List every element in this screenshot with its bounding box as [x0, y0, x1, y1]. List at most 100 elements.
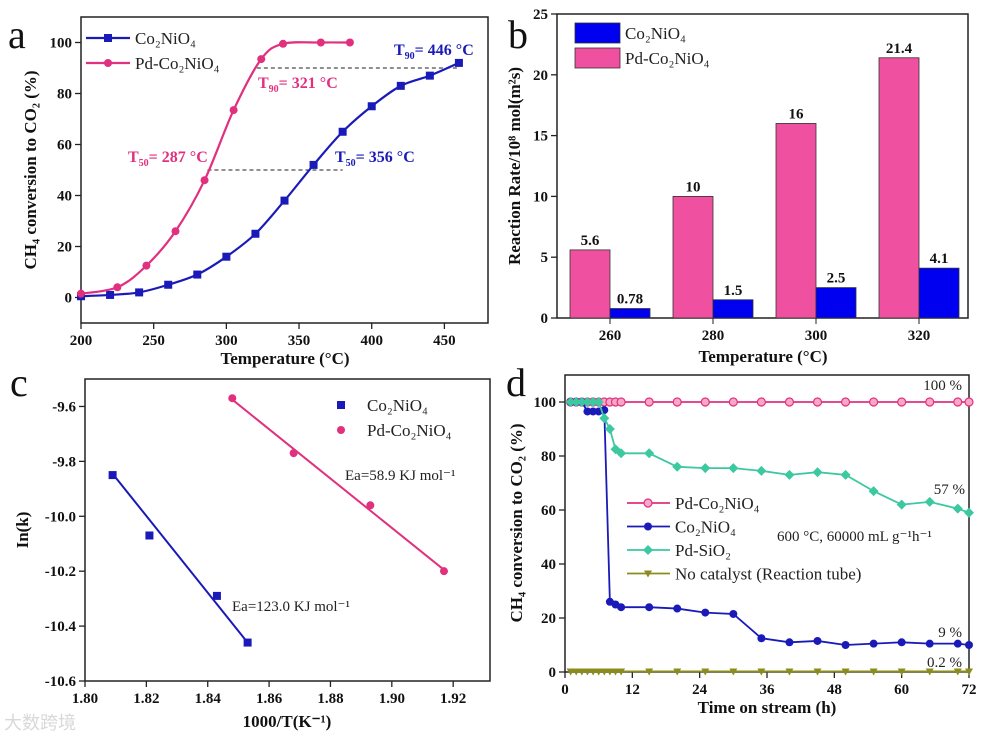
data-point: [113, 283, 122, 292]
panel-c-xlabel: 1000/T(K⁻¹): [243, 712, 332, 731]
data-point: [925, 668, 934, 676]
panel-a-xtick-label: 200: [70, 333, 93, 349]
legend-label: Pd-Co₂NiO₄: [675, 494, 760, 513]
legend-label: Pd-SiO₂: [675, 541, 731, 560]
legend-swatch: [574, 47, 621, 69]
data-point: [701, 668, 710, 676]
fit-line: [111, 473, 249, 644]
data-point: [367, 102, 376, 111]
legend-label: Co₂NiO₄: [367, 396, 428, 415]
data-point: [965, 641, 973, 649]
panel-a-plot-frame: [80, 16, 489, 324]
data-point: [600, 668, 609, 676]
panel-a-ylabel: CH₄ conversion to CO₂ (%): [21, 70, 40, 269]
panel-d-ytick-label: 20: [541, 611, 556, 627]
legend-marker: [643, 498, 653, 508]
data-point: [925, 397, 935, 407]
bar: [609, 308, 651, 319]
data-point: [729, 668, 738, 676]
data-point: [171, 227, 180, 236]
data-point: [200, 176, 209, 185]
data-point: [965, 668, 973, 676]
data-point: [589, 668, 598, 676]
data-point: [841, 668, 850, 676]
data-point: [142, 261, 151, 270]
data-point: [869, 397, 879, 407]
bar-value-label: 1.5: [724, 283, 743, 299]
panel-b-xtick-label: 300: [805, 328, 828, 344]
panel-b-plot-frame: [556, 13, 969, 319]
data-point: [228, 394, 237, 403]
data-point: [964, 507, 974, 518]
data-point: [644, 397, 654, 407]
panel-c-xtick-label: 1.90: [379, 691, 405, 707]
panel-d-ylabel: CH₄ conversion to CO₂ (%): [507, 423, 526, 622]
data-point: [840, 469, 851, 480]
data-point: [841, 641, 850, 649]
panel-c-xtick-label: 1.92: [440, 691, 466, 707]
series-end-label: 100 %: [923, 378, 962, 394]
legend-label: Co₂NiO₄: [135, 29, 196, 48]
panel-c-ytick-label: -10.4: [45, 619, 77, 635]
data-point: [757, 634, 766, 643]
panel-b-xlabel: Temperature (°C): [698, 347, 827, 366]
panel-a-ytick-label: 0: [65, 291, 73, 307]
panel-c-ytick-label: -9.6: [52, 399, 76, 415]
series-end-label: 9 %: [938, 625, 962, 641]
data-point: [396, 81, 405, 90]
data-point: [869, 639, 878, 648]
panel-b-xtick-label: 320: [908, 328, 931, 344]
data-point: [229, 106, 238, 115]
data-point: [280, 196, 289, 205]
data-point: [896, 499, 907, 510]
panel-a-ytick-label: 40: [57, 189, 72, 205]
bar: [878, 57, 920, 319]
panel-d-xtick-label: 0: [561, 682, 569, 698]
data-point: [605, 668, 614, 676]
panel-d-ytick-label: 0: [549, 665, 557, 681]
data-point: [164, 280, 173, 289]
data-point: [593, 397, 604, 407]
data-point: [583, 668, 592, 676]
annotation-pd-t50: T50= 287 °C: [128, 149, 208, 169]
data-point: [135, 288, 144, 297]
data-point: [756, 397, 766, 407]
data-point: [868, 486, 879, 497]
data-point: [617, 603, 626, 612]
panel-b-ylabel: Reaction Rate/10⁸ mol(m²s): [505, 67, 524, 265]
data-point: [953, 639, 962, 648]
data-point: [338, 127, 347, 136]
panel-c-xtick-label: 1.80: [72, 691, 98, 707]
bar: [712, 299, 754, 319]
panel-c-xtick-label: 1.82: [133, 691, 159, 707]
bar-value-label: 10: [686, 179, 701, 195]
panel-a-ytick-label: 100: [50, 36, 73, 52]
data-point: [756, 465, 767, 476]
legend-marker: [337, 401, 345, 409]
panel-a-xtick-label: 400: [360, 333, 383, 349]
data-point: [897, 638, 906, 647]
panel-a-ytick-label: 20: [57, 240, 72, 256]
data-point: [243, 638, 252, 647]
legend-marker: [643, 545, 653, 555]
data-point: [897, 668, 906, 676]
legend-marker: [644, 570, 652, 578]
legend-marker: [644, 522, 652, 531]
data-point: [785, 638, 794, 647]
data-point: [616, 448, 627, 459]
bar-value-label: 21.4: [886, 41, 913, 57]
panel-d-xtick-label: 24: [692, 682, 708, 698]
legend-label: Pd-Co₂NiO₄: [367, 421, 452, 440]
panel-label-a: a: [8, 12, 26, 57]
panel-label-d: d: [506, 360, 526, 405]
data-point: [616, 397, 626, 407]
data-point: [700, 397, 710, 407]
bar: [672, 195, 714, 319]
annotation-co-t50: T50= 356 °C: [335, 149, 415, 169]
panel-b-ytick-label: 0: [541, 311, 549, 327]
data-point: [439, 567, 448, 576]
series-end-label: 57 %: [934, 482, 965, 498]
panel-d-ytick-label: 100: [534, 395, 557, 411]
panel-d-ytick-label: 60: [541, 503, 556, 519]
panel-a-xtick-label: 250: [142, 333, 165, 349]
